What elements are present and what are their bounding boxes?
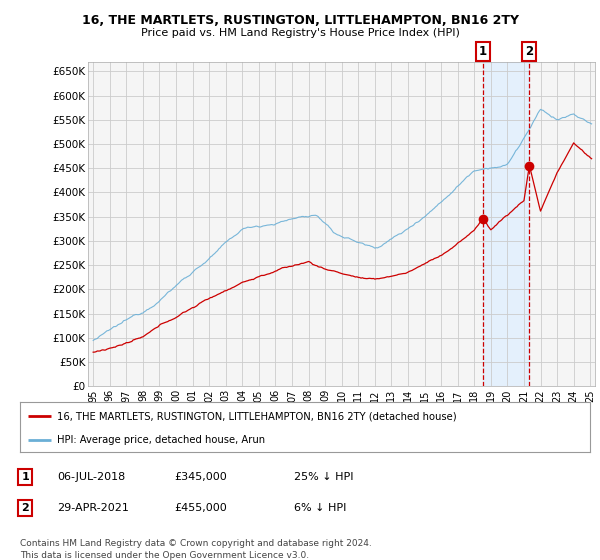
Text: Contains HM Land Registry data © Crown copyright and database right 2024.
This d: Contains HM Land Registry data © Crown c… [20,539,371,559]
Text: 2: 2 [22,503,29,513]
Text: 1: 1 [22,472,29,482]
Text: £455,000: £455,000 [174,503,227,513]
Text: 2: 2 [526,45,533,58]
Text: 25% ↓ HPI: 25% ↓ HPI [294,472,353,482]
Text: HPI: Average price, detached house, Arun: HPI: Average price, detached house, Arun [57,435,265,445]
Text: 16, THE MARTLETS, RUSTINGTON, LITTLEHAMPTON, BN16 2TY (detached house): 16, THE MARTLETS, RUSTINGTON, LITTLEHAMP… [57,411,457,421]
Text: 29-APR-2021: 29-APR-2021 [57,503,129,513]
Text: Price paid vs. HM Land Registry's House Price Index (HPI): Price paid vs. HM Land Registry's House … [140,28,460,38]
Text: £345,000: £345,000 [174,472,227,482]
Bar [483,62,529,386]
Text: 06-JUL-2018: 06-JUL-2018 [57,472,125,482]
Text: 6% ↓ HPI: 6% ↓ HPI [294,503,346,513]
Text: 16, THE MARTLETS, RUSTINGTON, LITTLEHAMPTON, BN16 2TY: 16, THE MARTLETS, RUSTINGTON, LITTLEHAMP… [82,14,518,27]
Text: 1: 1 [479,45,487,58]
